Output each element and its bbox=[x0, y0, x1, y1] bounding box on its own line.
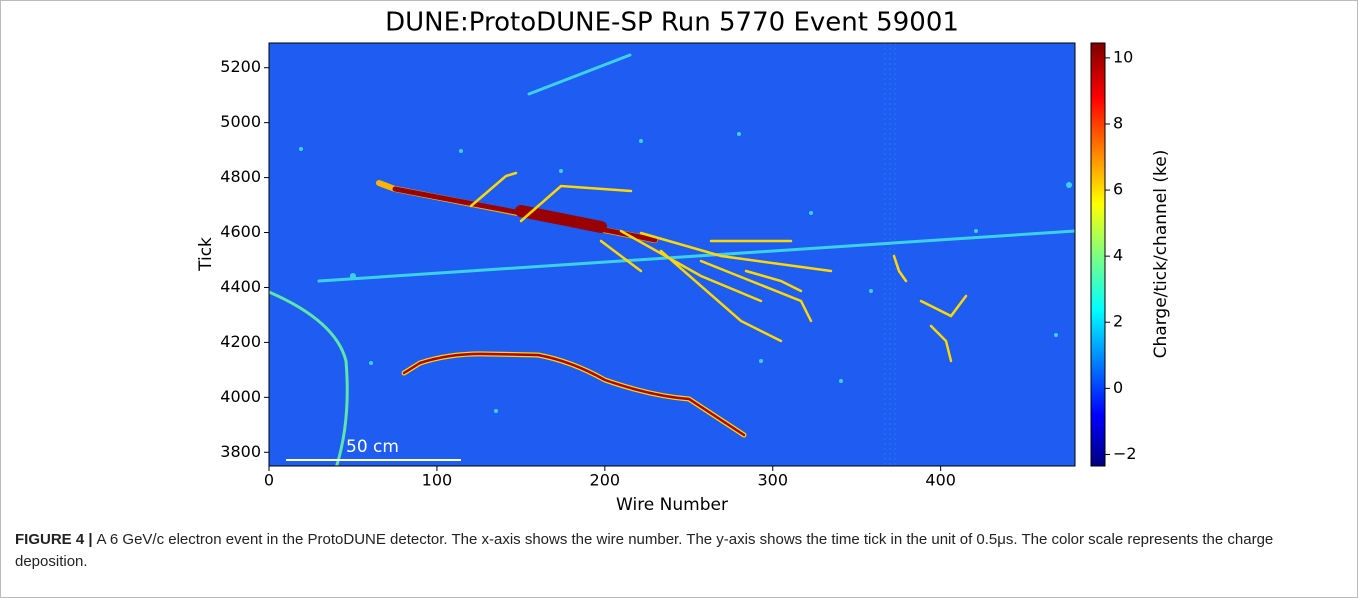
chart: DUNE:ProtoDUNE-SP Run 5770 Event 59001 bbox=[196, 8, 1171, 516]
y-tick-label: 5200 bbox=[220, 57, 261, 76]
dead-channels bbox=[884, 43, 896, 466]
y-tick-label: 4600 bbox=[220, 222, 261, 241]
colorbar-label: Charge/tick/channel (ke) bbox=[1151, 150, 1171, 359]
y-tick-label: 3800 bbox=[220, 442, 261, 461]
x-tick-label: 300 bbox=[757, 471, 788, 490]
colorbar-tick-label: 10 bbox=[1113, 47, 1133, 66]
colorbar-tick-label: 6 bbox=[1113, 180, 1123, 199]
colorbar-tick-label: 2 bbox=[1113, 312, 1123, 331]
scale-bar-label: 50 cm bbox=[346, 437, 399, 457]
y-tick-label: 4800 bbox=[220, 167, 261, 186]
x-tick-label: 100 bbox=[422, 471, 453, 490]
blips bbox=[299, 132, 1072, 413]
caption: FIGURE 4 | A 6 GeV/c electron event in th… bbox=[15, 529, 1335, 573]
y-tick-label: 4400 bbox=[220, 277, 261, 296]
x-tick-label: 0 bbox=[264, 471, 274, 490]
chart-title: DUNE:ProtoDUNE-SP Run 5770 Event 59001 bbox=[385, 8, 959, 38]
colorbar-tick-label: 8 bbox=[1113, 113, 1123, 132]
y-tick-label: 4000 bbox=[220, 387, 261, 406]
caption-text: A 6 GeV/c electron event in the ProtoDUN… bbox=[15, 531, 1274, 570]
x-axis-label: Wire Number bbox=[616, 495, 728, 515]
x-tick-label: 200 bbox=[590, 471, 621, 490]
colorbar-tick-label: −2 bbox=[1113, 444, 1137, 463]
plot-frame bbox=[268, 42, 1076, 467]
y-tick-label: 4200 bbox=[220, 332, 261, 351]
colorbar bbox=[1090, 42, 1106, 467]
caption-label: FIGURE 4 | bbox=[15, 531, 93, 548]
colorbar-tick-label: 4 bbox=[1113, 246, 1123, 265]
colorbar-tick-label: 0 bbox=[1113, 378, 1123, 397]
background bbox=[269, 43, 1075, 466]
tracks bbox=[269, 53, 1075, 466]
x-tick-label: 400 bbox=[925, 471, 956, 490]
event-display: 50 cm bbox=[269, 43, 1075, 466]
y-axis-label: Tick bbox=[196, 237, 216, 272]
y-tick-label: 5000 bbox=[220, 112, 261, 131]
